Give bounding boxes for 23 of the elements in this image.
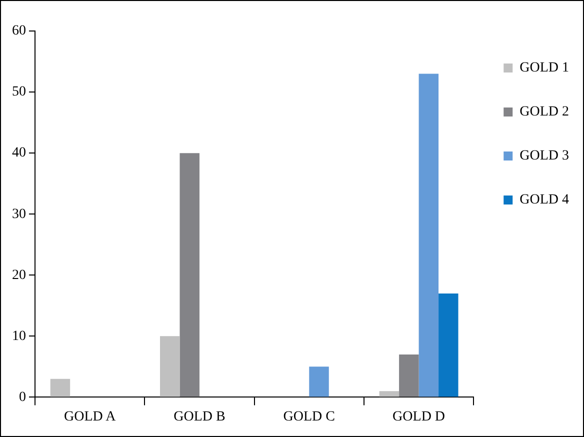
legend-label: GOLD 1 (520, 60, 570, 76)
legend-label: GOLD 2 (520, 104, 570, 120)
y-tick-label: 20 (12, 268, 26, 283)
y-tick-label: 10 (12, 328, 26, 344)
bar (160, 336, 180, 397)
bar (180, 153, 200, 397)
y-tick-label: 50 (12, 84, 26, 100)
bar (418, 74, 439, 397)
y-tick-label: 0 (19, 390, 26, 405)
y-tick-label: 40 (12, 146, 26, 161)
bar (379, 391, 400, 397)
x-tick-label: GOLD B (174, 409, 226, 424)
y-tick-label: 30 (12, 206, 26, 222)
bar (309, 366, 329, 397)
bar (399, 354, 419, 397)
y-tick-label: 60 (12, 24, 26, 39)
legend-label: GOLD 3 (520, 148, 570, 164)
bar (438, 293, 458, 397)
x-tick-label: GOLD A (64, 409, 117, 424)
x-tick-label: GOLD C (283, 409, 336, 424)
legend-label: GOLD 4 (520, 192, 570, 208)
x-tick-label: GOLD D (392, 409, 446, 424)
bar (50, 378, 70, 397)
